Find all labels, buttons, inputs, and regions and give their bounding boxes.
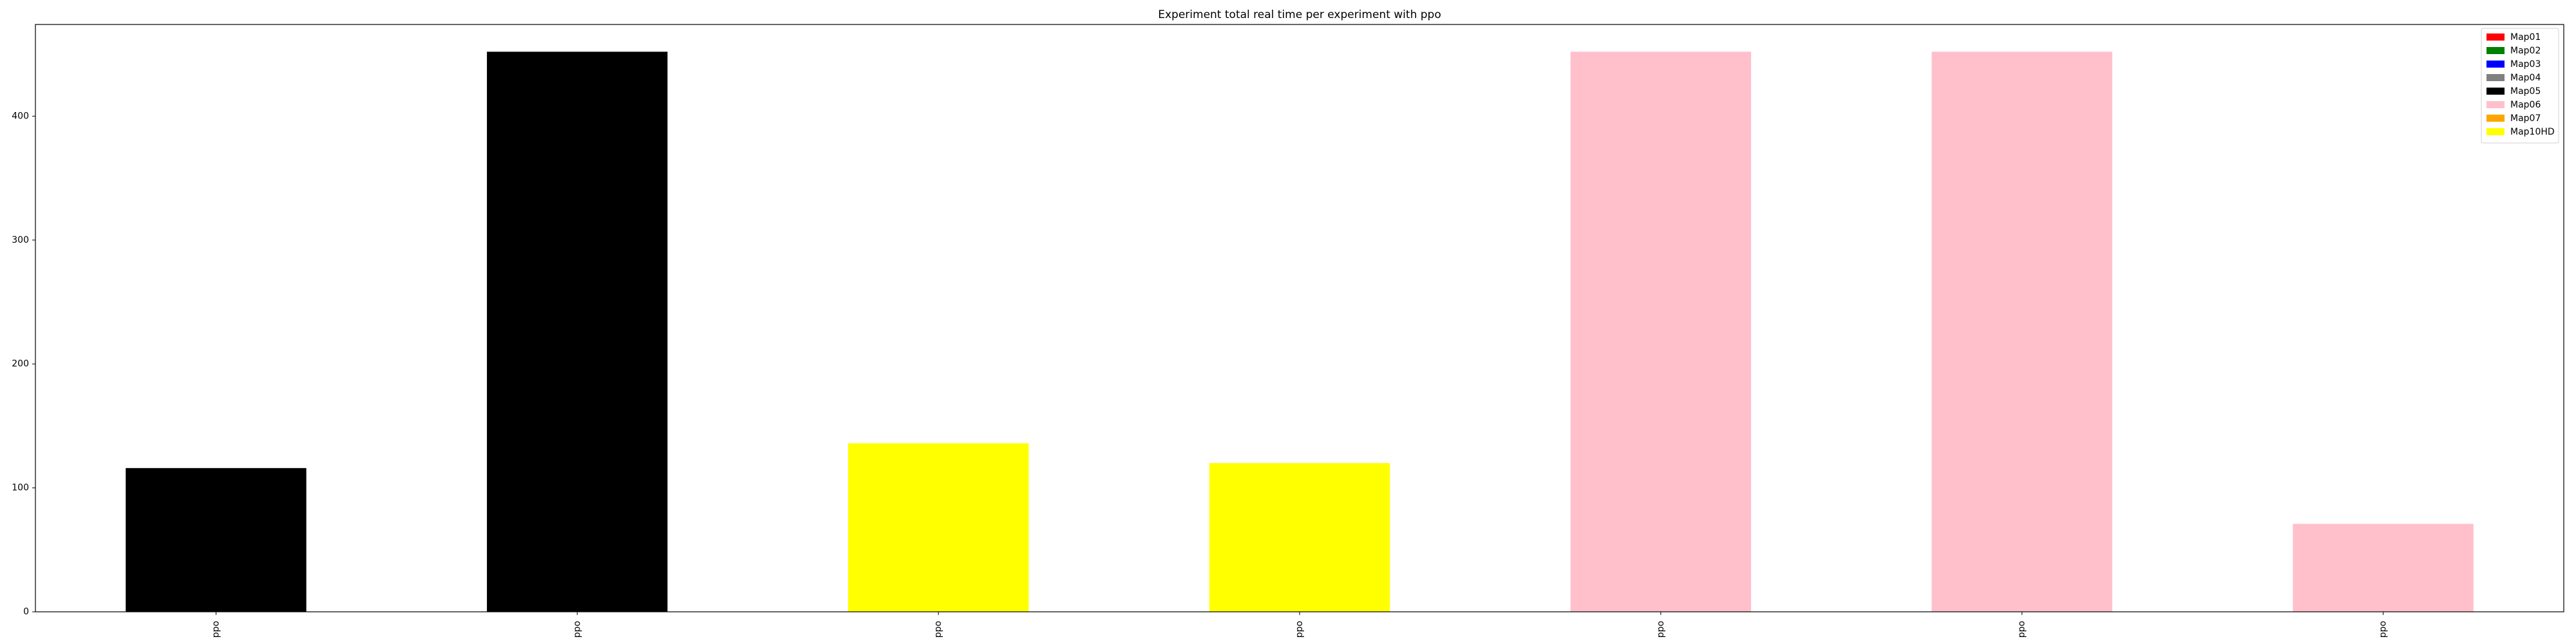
x-tick-label: ppo (1656, 621, 1666, 638)
bar-2 (487, 52, 668, 612)
y-tick-label: 100 (12, 483, 29, 493)
legend-swatch (2486, 47, 2505, 54)
legend-label: Map06 (2510, 100, 2541, 110)
y-tick-label: 0 (23, 607, 29, 617)
y-tick-label: 200 (12, 359, 29, 369)
legend-label: Map05 (2510, 86, 2541, 97)
chart-title: Experiment total real time per experimen… (1158, 8, 1441, 21)
bar-5 (1570, 52, 1752, 612)
bars-layer (126, 52, 2474, 612)
x-tick-label: ppo (211, 621, 221, 638)
legend-swatch (2486, 101, 2505, 108)
x-tick-label: ppo (2017, 621, 2027, 638)
legend-frame (2481, 28, 2559, 144)
x-axis: ppo ppo ppo ppo ppo ppo ppo (211, 612, 2389, 638)
bar-7 (2293, 524, 2474, 612)
y-axis: 0 100 200 300 400 (12, 111, 35, 617)
legend-swatch (2486, 33, 2505, 41)
legend-swatch (2486, 74, 2505, 81)
x-tick-label: ppo (1294, 621, 1305, 638)
bar-1 (126, 468, 307, 612)
legend-label: Map04 (2510, 73, 2541, 83)
legend-swatch (2486, 61, 2505, 68)
legend-swatch (2486, 115, 2505, 122)
legend-label: Map01 (2510, 32, 2541, 43)
y-tick-label: 300 (12, 235, 29, 245)
legend-label: Map10HD (2510, 127, 2555, 137)
x-tick-label: ppo (2378, 621, 2389, 638)
x-tick-label: ppo (933, 621, 943, 638)
legend-swatch (2486, 88, 2505, 95)
bar-4 (1209, 463, 1390, 612)
legend-label: Map03 (2510, 59, 2541, 70)
bar-6 (1931, 52, 2112, 612)
x-tick-label: ppo (572, 621, 582, 638)
legend-swatch (2486, 128, 2505, 135)
legend-label: Map02 (2510, 46, 2541, 56)
bar-3 (848, 443, 1029, 612)
y-tick-label: 400 (12, 111, 29, 121)
legend-label: Map07 (2510, 113, 2541, 124)
legend: Map01 Map02 Map03 Map04 Map05 Map06 Map07 Map10… (2481, 28, 2559, 144)
